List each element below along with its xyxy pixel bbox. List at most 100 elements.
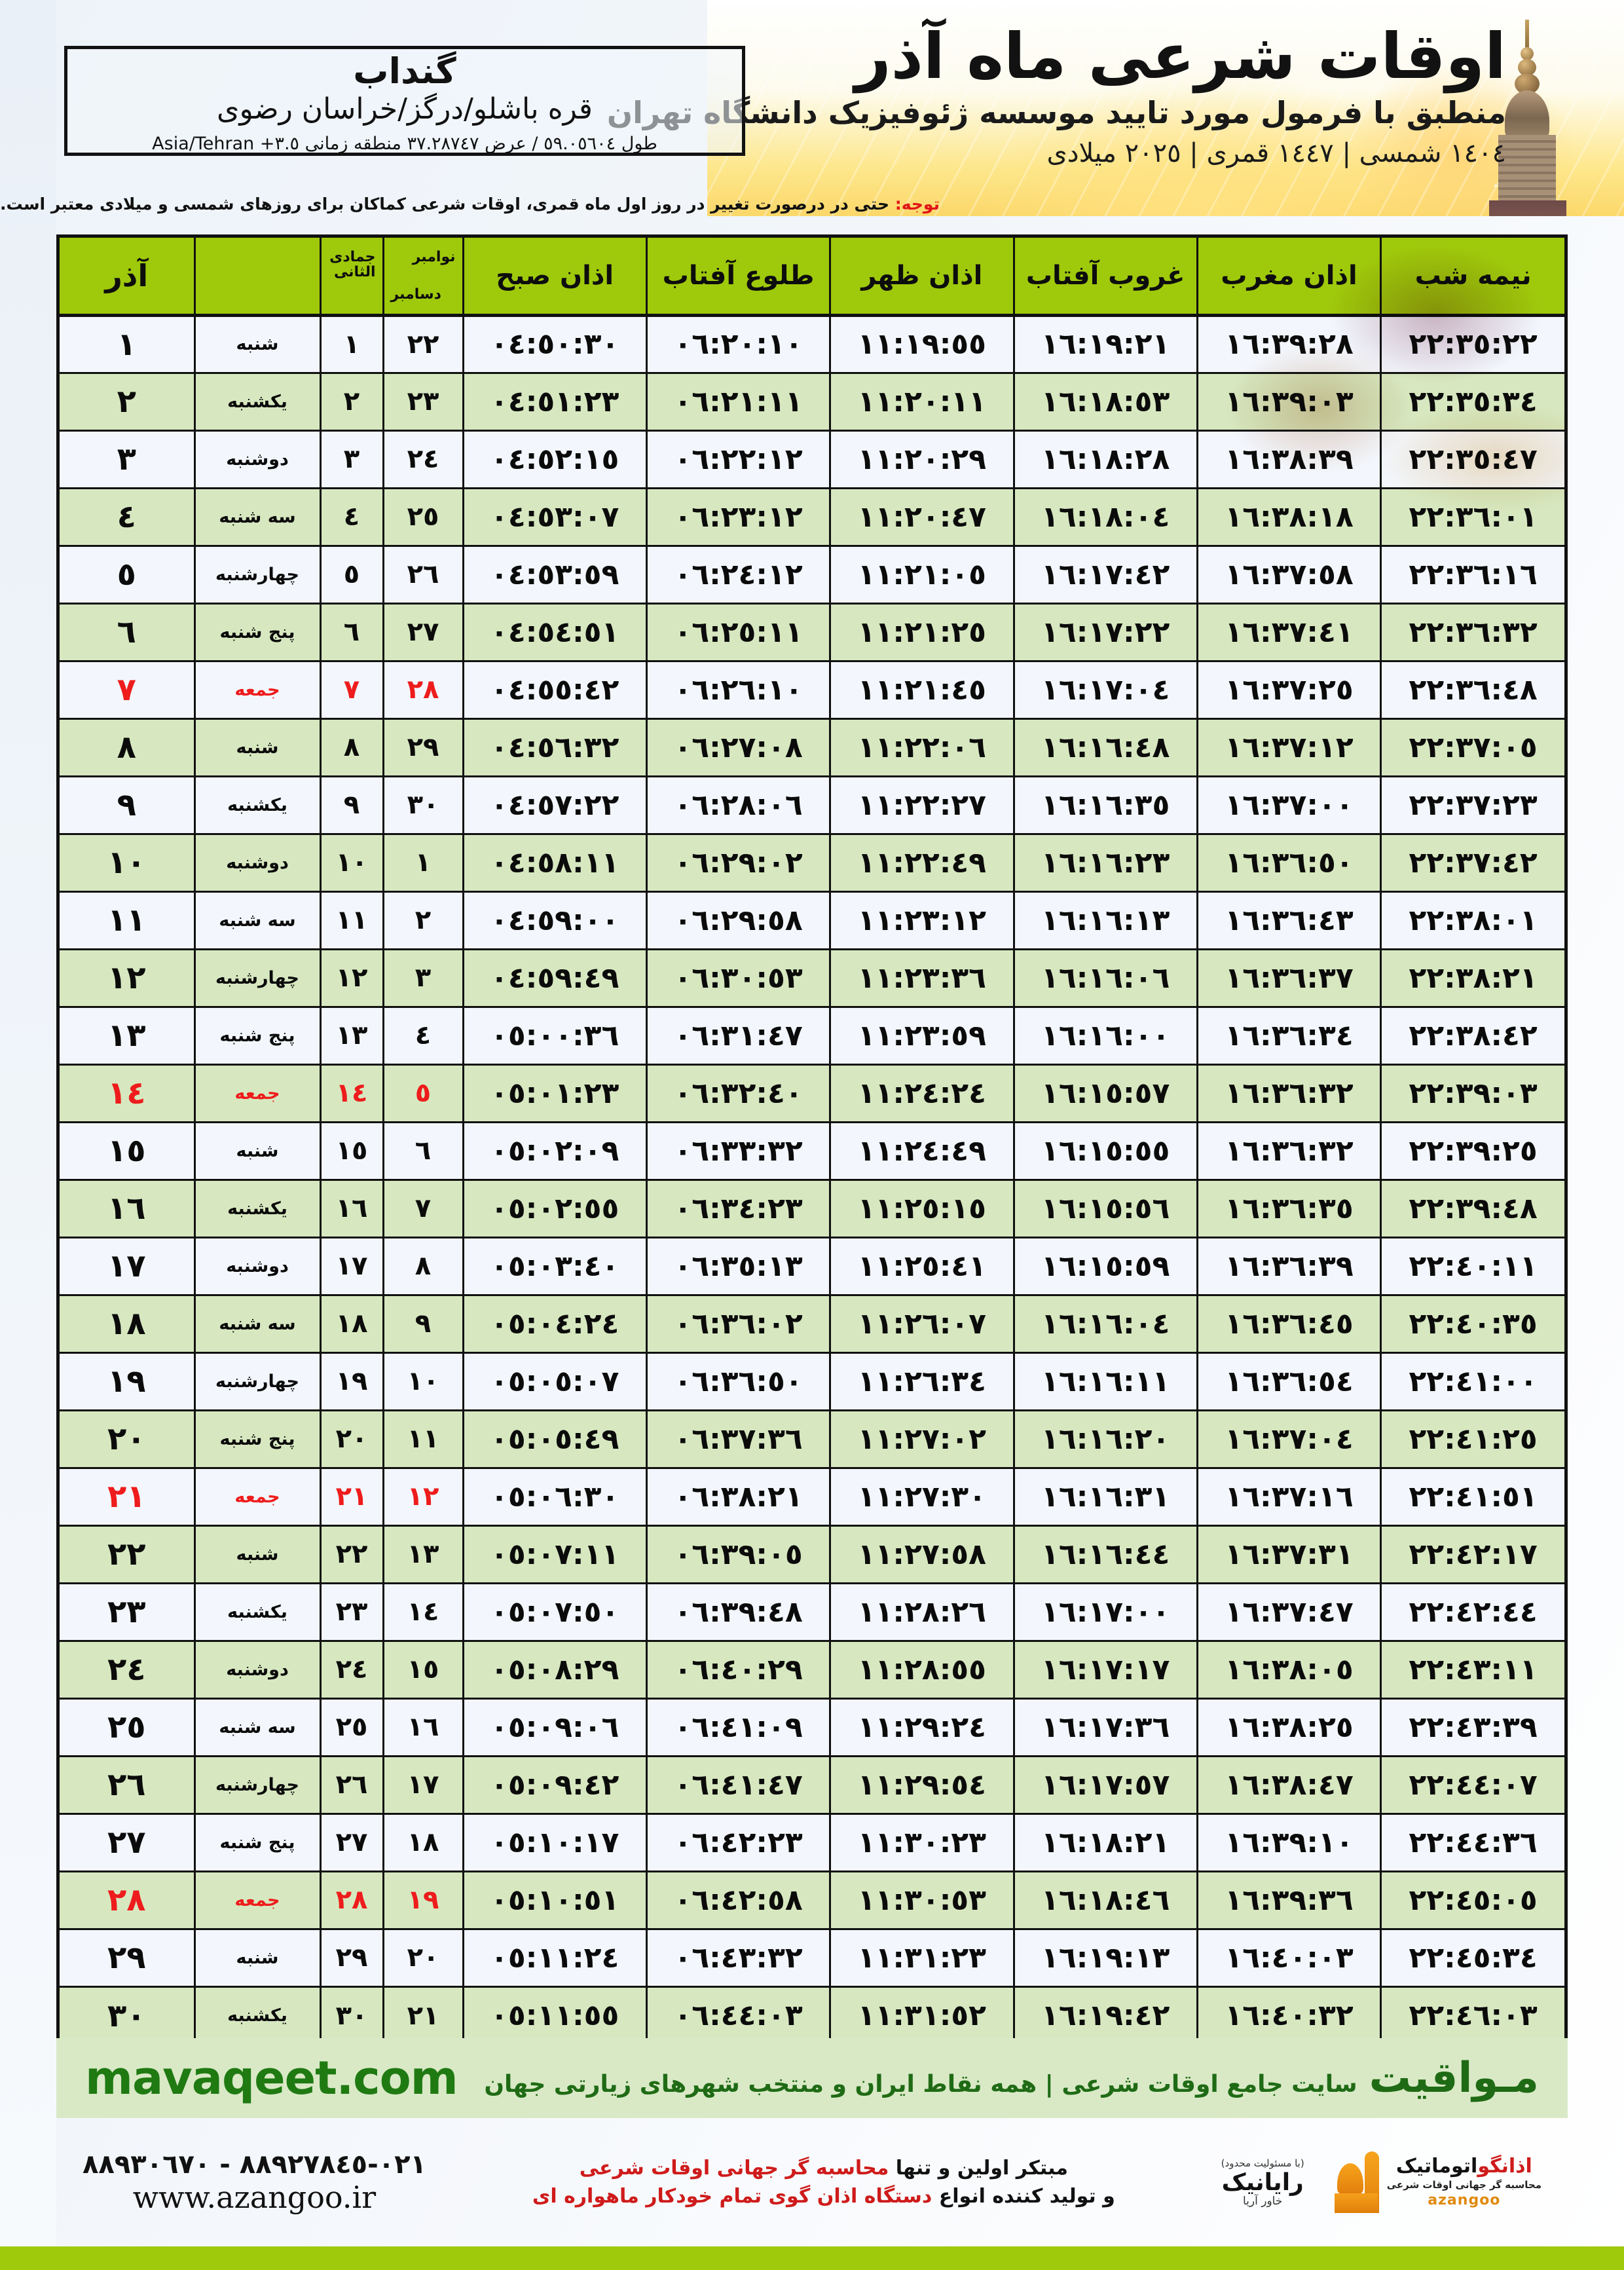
cell-day: ٤ — [60, 487, 194, 546]
cell-qamari: ١١ — [319, 890, 383, 949]
table-row: ٢٢:٣٧:٢٣ ١٦:٣٧:٠٠ ١٦:١٦:٣٥ ١١:٢٢:٢٧ ٠٦:٢٨:٠٦… — [60, 775, 1564, 834]
cell-miladi: ٦ — [382, 1121, 463, 1180]
cell-midnight: ٢٢:٣٦:٠١ — [1380, 487, 1564, 546]
table-row: ٢٢:٣٧:٤٢ ١٦:٣٦:٥٠ ١٦:١٦:٢٣ ١١:٢٢:٤٩ ٠٦:٢٩:٠٢… — [60, 832, 1564, 891]
cell-qamari: ٢٣ — [319, 1582, 383, 1641]
cell-fajr: ٠٥:١٠:٥١ — [462, 1870, 647, 1929]
cell-maghrib: ١٦:٣٦:٣٢ — [1196, 1063, 1381, 1122]
cell-fajr: ٠٥:٠٩:٠٦ — [462, 1697, 647, 1756]
cell-midnight: ٢٢:٤٤:٣٦ — [1380, 1812, 1564, 1871]
azangoo-logo-title-black: اتوماتیک — [1395, 2154, 1478, 2178]
cell-maghrib: ١٦:٣٨:٤٧ — [1196, 1755, 1381, 1814]
page-header: اوقات شرعی ماه آذر منطبق با فرمول مورد ت… — [0, 0, 1624, 216]
cell-midnight: ٢٢:٤٤:٠٧ — [1380, 1755, 1564, 1814]
cell-dhuhr: ١١:٣١:٥٢ — [829, 1985, 1014, 2044]
cell-fajr: ٠٥:٠٠:٣٦ — [462, 1005, 647, 1064]
cell-day: ٢٦ — [60, 1755, 194, 1814]
cell-qamari: ١٨ — [319, 1293, 383, 1352]
table-row: ٢٢:٣٨:٤٢ ١٦:٣٦:٣٤ ١٦:١٦:٠٠ ١١:٢٣:٥٩ ٠٦:٣١:٤٧… — [60, 1005, 1564, 1064]
cell-fajr: ٠٤:٥١:٢٣ — [462, 371, 647, 430]
cell-sunrise: ٠٦:٣٠:٥٣ — [645, 948, 830, 1007]
azangoo-logo: اذانگواتوماتیک محاسبه گر جهانی اوقات شرع… — [1332, 2151, 1541, 2213]
cell-sunset: ١٦:١٦:١٣ — [1012, 890, 1198, 949]
table-row: ٢٢:٣٦:١٦ ١٦:٣٧:٥٨ ١٦:١٧:٤٢ ١١:٢١:٠٥ ٠٦:٢٤:١٢… — [60, 544, 1564, 603]
table-row: ٢٢:٤٥:٣٤ ١٦:٤٠:٠٣ ١٦:١٩:١٣ ١١:٣١:٢٣ ٠٦:٤٣:٣٢… — [60, 1927, 1564, 1986]
cell-midnight: ٢٢:٣٨:٤٢ — [1380, 1005, 1564, 1064]
cell-sunrise: ٠٦:٤٤:٠٣ — [645, 1985, 830, 2044]
cell-sunrise: ٠٦:٤١:٠٩ — [645, 1697, 830, 1756]
cell-day: ٢٢ — [60, 1524, 194, 1583]
cell-midnight: ٢٢:٣٨:٢١ — [1380, 948, 1564, 1007]
azangoo-logo-title-red: اذانگو — [1477, 2154, 1532, 2178]
cell-qamari: ١٧ — [319, 1236, 383, 1295]
cell-weekday: یکشنبه — [193, 371, 320, 430]
cell-day: ١٨ — [60, 1293, 194, 1352]
cell-miladi: ٤ — [382, 1005, 463, 1064]
table-row: ٢٢:٤١:٠٠ ١٦:٣٦:٥٤ ١٦:١٦:١١ ١١:٢٦:٣٤ ٠٦:٣٦:٥٠… — [60, 1351, 1564, 1410]
cell-midnight: ٢٢:٣٦:٤٨ — [1380, 660, 1564, 718]
cell-dhuhr: ١١:٢٦:٣٤ — [829, 1351, 1014, 1410]
rayanik-logo: (با مسئولیت محدود) رایانیک خاور آریا — [1221, 2157, 1304, 2208]
cell-sunset: ١٦:١٥:٥٦ — [1012, 1178, 1198, 1237]
cell-fajr: ٠٥:٠١:٢٣ — [462, 1063, 647, 1122]
cell-miladi: ١٠ — [382, 1351, 463, 1410]
note-line: توجه: حتی در درصورت تغییر در روز اول ماه… — [0, 195, 1572, 214]
cell-midnight: ٢٢:٣٩:٢٥ — [1380, 1121, 1564, 1180]
footer-slogan-line1: مبتکر اولین و تنها محاسبه گر جهانی اوقات… — [532, 2154, 1115, 2183]
cell-midnight: ٢٢:٣٥:٤٧ — [1380, 429, 1564, 488]
cell-miladi: ٢١ — [382, 1985, 463, 2044]
cell-fajr: ٠٥:٠٧:١١ — [462, 1524, 647, 1583]
cell-qamari: ٦ — [319, 602, 383, 661]
location-name: گنداب — [353, 50, 456, 92]
cell-sunrise: ٠٦:٢٢:١٢ — [645, 429, 830, 488]
footer-brand-band: مـواقیت سایت جامع اوقات شرعی | همه نقاط … — [56, 2038, 1568, 2118]
cell-weekday: چهارشنبه — [193, 1351, 320, 1410]
cell-sunset: ١٦:١٦:٢٠ — [1012, 1409, 1198, 1468]
cell-sunrise: ٠٦:٣٨:٢١ — [645, 1466, 830, 1525]
cell-weekday: یکشنبه — [193, 1582, 320, 1641]
footer-domain-link[interactable]: mavaqeet.com — [85, 2051, 458, 2105]
cell-dhuhr: ١١:٢٣:٥٩ — [829, 1005, 1014, 1064]
cell-sunset: ١٦:١٦:١١ — [1012, 1351, 1198, 1410]
table-header-row: نیمه شب اذان مغرب غروب آفتاب اذان ظهر طل… — [60, 238, 1564, 315]
cell-dhuhr: ١١:٢٧:٣٠ — [829, 1466, 1014, 1525]
cell-qamari: ٧ — [319, 660, 383, 718]
bottom-accent-bar — [0, 2246, 1624, 2270]
cell-sunrise: ٠٦:٤١:٤٧ — [645, 1755, 830, 1814]
cell-weekday: شنبه — [193, 314, 320, 373]
cell-sunset: ١٦:١٩:٤٢ — [1012, 1985, 1198, 2044]
table-row: ٢٢:٣٥:٢٢ ١٦:٣٩:٢٨ ١٦:١٩:٢١ ١١:١٩:٥٥ ٠٦:٢٠:١٠… — [60, 314, 1564, 373]
table-row: ٢٢:٤٣:٣٩ ١٦:٣٨:٢٥ ١٦:١٧:٣٦ ١١:٢٩:٢٤ ٠٦:٤١:٠٩… — [60, 1697, 1564, 1756]
cell-maghrib: ١٦:٣٦:٤٣ — [1196, 890, 1381, 949]
cell-weekday: پنج شنبه — [193, 1812, 320, 1871]
cell-fajr: ٠٥:١١:٢٤ — [462, 1927, 647, 1986]
table-row: ٢٢:٣٦:٤٨ ١٦:٣٧:٢٥ ١٦:١٧:٠٤ ١١:٢١:٤٥ ٠٦:٢٦:١٠… — [60, 660, 1564, 718]
footer-slogan-line1-b: محاسبه گر جهانی اوقات شرعی — [579, 2156, 889, 2180]
table-header: نیمه شب اذان مغرب غروب آفتاب اذان ظهر طل… — [60, 238, 1564, 315]
cell-sunset: ١٦:١٦:٤٨ — [1012, 717, 1198, 776]
cell-miladi: ٢٩ — [382, 717, 463, 776]
prayer-times-table: نیمه شب اذان مغرب غروب آفتاب اذان ظهر طل… — [60, 238, 1564, 2044]
cell-miladi: ١١ — [382, 1409, 463, 1468]
cell-qamari: ٢٩ — [319, 1927, 383, 1986]
col-header-gregorian-december: دسامبر — [390, 286, 441, 303]
table-row: ٢٢:٤٣:١١ ١٦:٣٨:٠٥ ١٦:١٧:١٧ ١١:٢٨:٥٥ ٠٦:٤٠:٢٩… — [60, 1639, 1564, 1698]
cell-qamari: ٢٢ — [319, 1524, 383, 1583]
cell-maghrib: ١٦:٤٠:٣٢ — [1196, 1985, 1381, 2044]
col-header-weekday — [193, 238, 320, 315]
cell-maghrib: ١٦:٣٧:٣١ — [1196, 1524, 1381, 1583]
cell-maghrib: ١٦:٣٦:٤٥ — [1196, 1293, 1381, 1352]
footer-contact: ٠٢١-٨٨٩٢٧٨٤٥ - ٨٨٩٣٠٦٧٠ www.azangoo.ir — [83, 2149, 426, 2215]
cell-weekday: دوشنبه — [193, 1236, 320, 1295]
azangoo-logo-latin: azangoo — [1428, 2192, 1501, 2209]
cell-sunrise: ٠٦:٢٩:٠٢ — [645, 832, 830, 891]
cell-sunrise: ٠٦:٤٢:٥٨ — [645, 1870, 830, 1929]
cell-sunrise: ٠٦:٢١:١١ — [645, 371, 830, 430]
cell-dhuhr: ١١:٢٧:٠٢ — [829, 1409, 1014, 1468]
cell-sunrise: ٠٦:٣٢:٤٠ — [645, 1063, 830, 1122]
footer-website-link[interactable]: www.azangoo.ir — [132, 2180, 377, 2215]
cell-dhuhr: ١١:٢٠:٢٩ — [829, 429, 1014, 488]
cell-maghrib: ١٦:٣٧:٠٤ — [1196, 1409, 1381, 1468]
cell-qamari: ١٩ — [319, 1351, 383, 1410]
cell-midnight: ٢٢:٤١:٠٠ — [1380, 1351, 1564, 1410]
